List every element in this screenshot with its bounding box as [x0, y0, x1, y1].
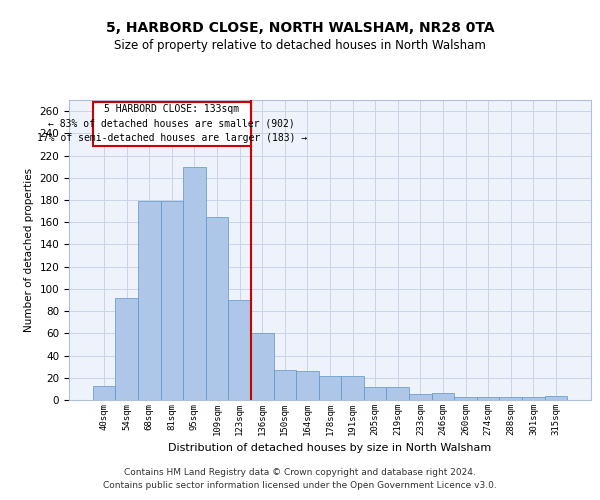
Text: 5 HARBORD CLOSE: 133sqm: 5 HARBORD CLOSE: 133sqm: [104, 104, 239, 115]
Bar: [115, 298, 138, 400]
Text: Contains HM Land Registry data © Crown copyright and database right 2024.: Contains HM Land Registry data © Crown c…: [124, 468, 476, 477]
Text: 5, HARBORD CLOSE, NORTH WALSHAM, NR28 0TA: 5, HARBORD CLOSE, NORTH WALSHAM, NR28 0T…: [106, 20, 494, 34]
Bar: [409, 394, 431, 400]
Bar: [499, 396, 522, 400]
Bar: [454, 396, 477, 400]
Bar: [319, 376, 341, 400]
Text: ← 83% of detached houses are smaller (902): ← 83% of detached houses are smaller (90…: [49, 118, 295, 128]
Bar: [545, 396, 567, 400]
Bar: [522, 396, 545, 400]
Bar: [477, 396, 499, 400]
Bar: [431, 394, 454, 400]
Bar: [251, 334, 274, 400]
Bar: [364, 386, 386, 400]
Text: 17% of semi-detached houses are larger (183) →: 17% of semi-detached houses are larger (…: [37, 132, 307, 142]
Y-axis label: Number of detached properties: Number of detached properties: [24, 168, 34, 332]
X-axis label: Distribution of detached houses by size in North Walsham: Distribution of detached houses by size …: [169, 444, 491, 454]
Bar: [138, 201, 161, 400]
Text: Size of property relative to detached houses in North Walsham: Size of property relative to detached ho…: [114, 38, 486, 52]
Bar: [386, 386, 409, 400]
Text: Contains public sector information licensed under the Open Government Licence v3: Contains public sector information licen…: [103, 480, 497, 490]
Bar: [229, 300, 251, 400]
Bar: [296, 371, 319, 400]
FancyBboxPatch shape: [93, 102, 251, 146]
Bar: [183, 166, 206, 400]
Bar: [274, 370, 296, 400]
Bar: [206, 216, 229, 400]
Bar: [93, 386, 115, 400]
Bar: [341, 376, 364, 400]
Bar: [161, 201, 183, 400]
